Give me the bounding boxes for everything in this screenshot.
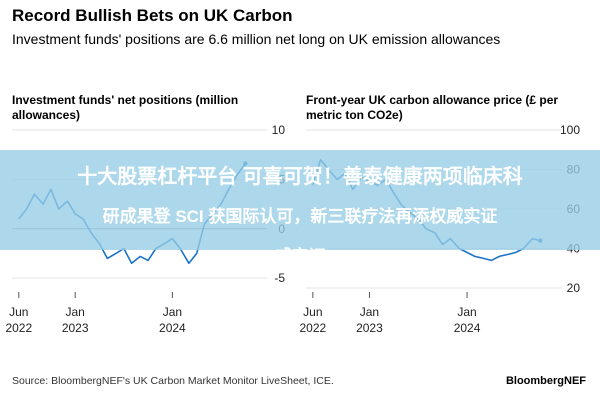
overlay-line-2: 研成果登 SCI 获国际认可，新三联疗法再添权威实证	[102, 207, 498, 226]
x-tick-year-0-1: 2023	[62, 321, 89, 335]
brand-logo: BloombergNEF	[505, 375, 586, 387]
x-tick-year-1-0: 2022	[299, 321, 326, 335]
y-tick-label-0-0: 10	[272, 123, 286, 137]
chart-subtitle: Investment funds' positions are 6.6 mill…	[12, 31, 501, 47]
x-tick-year-1-2: 2024	[454, 321, 481, 335]
y-tick-label-1-4: 20	[567, 281, 581, 295]
overlay-line-1: 十大股票杠杆平台 可喜可贺！善泰健康两项临床科	[77, 166, 523, 188]
promo-overlay	[0, 150, 600, 250]
source-note: Source: BloombergNEF's UK Carbon Market …	[12, 375, 334, 387]
x-tick-month-0-0: Jun	[9, 305, 28, 319]
x-tick-year-0-2: 2024	[159, 321, 186, 335]
x-tick-year-0-0: 2022	[5, 321, 32, 335]
left-panel-title: Investment funds' net positions (million…	[12, 93, 239, 122]
x-tick-month-1-2: Jan	[457, 305, 476, 319]
x-tick-month-1-1: Jan	[360, 305, 379, 319]
overlay-line-3: 威实证	[274, 247, 326, 266]
x-tick-month-0-1: Jan	[66, 305, 85, 319]
x-tick-year-1-1: 2023	[356, 321, 383, 335]
x-tick-month-1-0: Jun	[303, 305, 322, 319]
right-panel-title: Front-year UK carbon allowance price (£ …	[306, 93, 559, 122]
y-tick-label-0-3: -5	[274, 271, 285, 285]
x-tick-month-0-2: Jan	[163, 305, 182, 319]
y-tick-label-1-0: 100	[560, 123, 580, 137]
chart-title: Record Bullish Bets on UK Carbon	[12, 6, 293, 25]
